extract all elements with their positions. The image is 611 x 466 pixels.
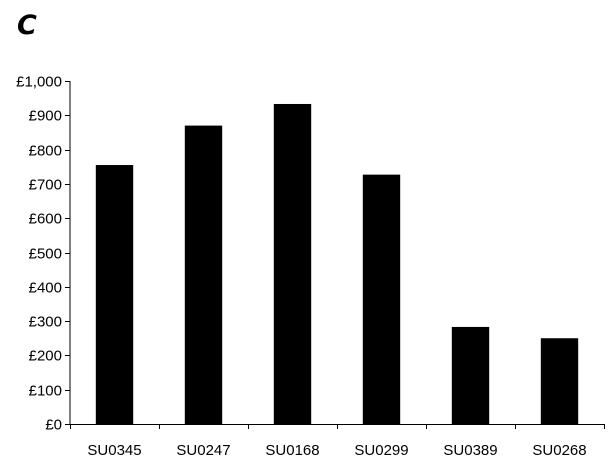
bar-su0268 <box>540 338 579 424</box>
y-tick-label: £600 <box>29 211 62 228</box>
x-tick-label: SU0168 <box>265 442 319 459</box>
x-tick-label: SU0268 <box>532 442 586 459</box>
y-tick-label: £300 <box>29 314 62 331</box>
y-tick-label: £800 <box>29 143 62 160</box>
bar-su0168 <box>273 103 312 424</box>
x-axis: SU0345 SU0247 SU0168 SU0299 SU0389 SU0268 <box>70 424 605 459</box>
bar-su0247 <box>184 125 223 424</box>
x-tick-label: SU0247 <box>176 442 230 459</box>
panel-label: C <box>17 10 37 41</box>
y-tick-label: £100 <box>29 383 62 400</box>
bar-su0389 <box>451 326 490 424</box>
bars-group <box>95 103 579 424</box>
y-tick-label: £500 <box>29 246 62 263</box>
y-tick-label: £0 <box>45 417 62 434</box>
x-tick-label: SU0345 <box>87 442 141 459</box>
bar-su0345 <box>95 165 134 424</box>
x-tick-label: SU0299 <box>354 442 408 459</box>
y-tick-label: £700 <box>29 177 62 194</box>
y-tick-label: £400 <box>29 280 62 297</box>
y-tick-label: £200 <box>29 348 62 365</box>
bar-su0299 <box>362 174 401 424</box>
x-tick-label: SU0389 <box>443 442 497 459</box>
y-axis: £0 £100 £200 £300 £400 £500 £600 £700 £800 £900 £1… <box>16 74 71 434</box>
y-tick-label: £900 <box>29 108 62 125</box>
y-tick-label: £1,000 <box>16 74 62 91</box>
